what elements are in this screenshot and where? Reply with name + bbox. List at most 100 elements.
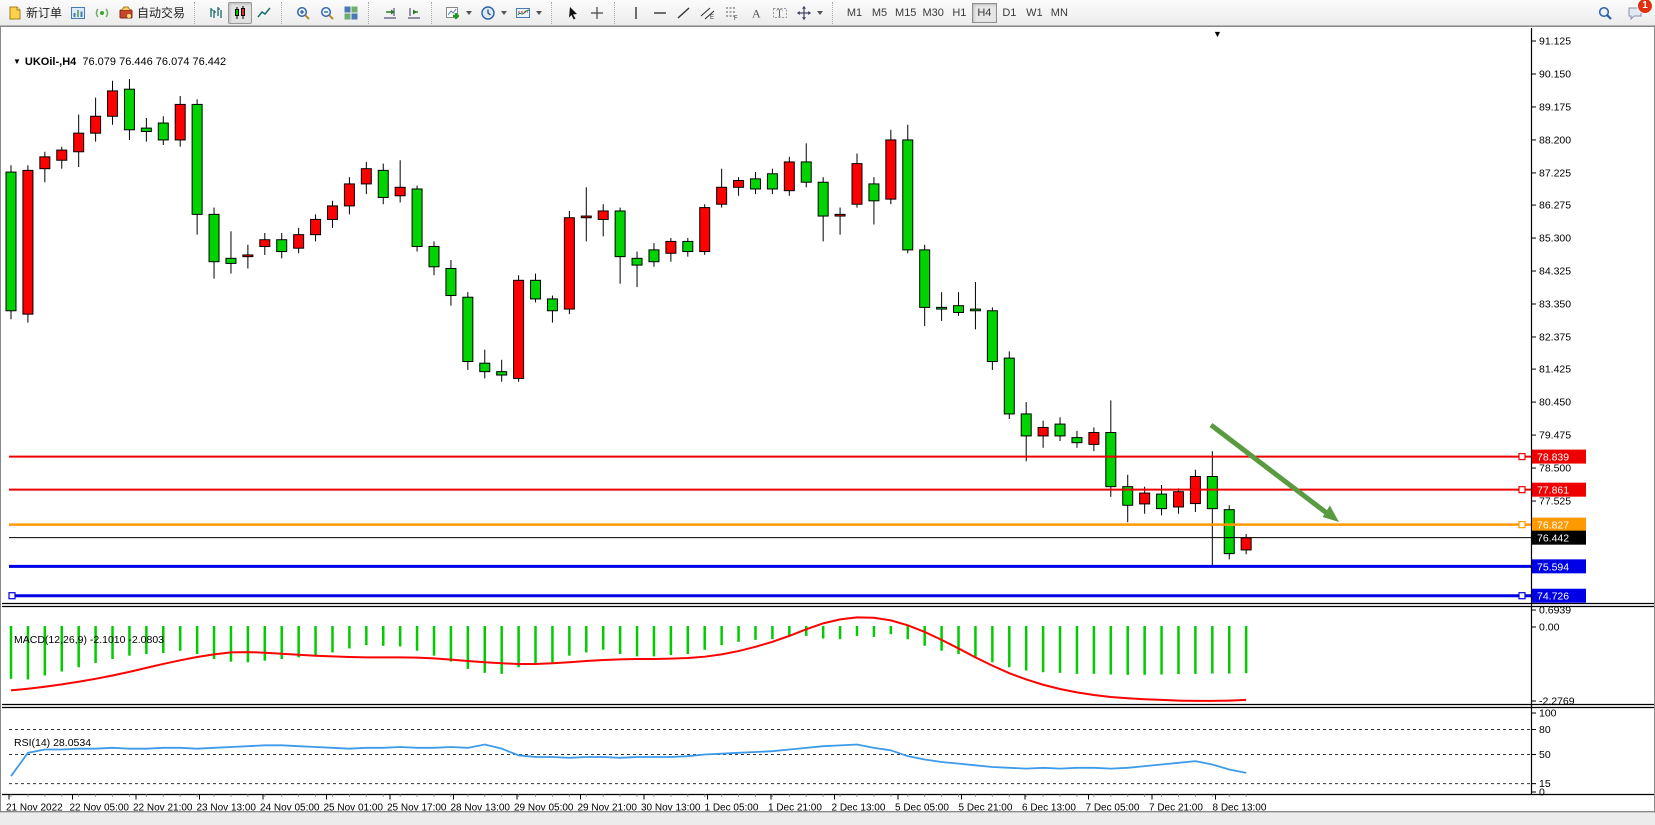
candle-body	[191, 103, 203, 215]
candle-body	[665, 240, 677, 254]
cursor-button[interactable]	[561, 2, 585, 24]
time-axis-label: 30 Nov 13:00	[641, 803, 701, 814]
candle-body	[377, 169, 389, 198]
time-axis-label: 29 Nov 05:00	[514, 803, 574, 814]
candle-body	[936, 306, 948, 310]
candle-body	[902, 139, 914, 251]
timeframe-h4-button[interactable]: H4	[971, 2, 997, 23]
signal-icon	[94, 5, 110, 21]
search-icon	[1597, 5, 1613, 21]
candle-body	[597, 210, 609, 220]
fibo-icon: F	[724, 5, 740, 21]
fibonacci-button[interactable]: F	[720, 2, 744, 24]
time-axis-label: 24 Nov 05:00	[260, 803, 320, 814]
line-chart-button[interactable]	[252, 2, 276, 24]
price-axis-tick: 85.300	[1539, 233, 1571, 245]
price-axis-tick: 89.175	[1539, 101, 1571, 113]
indicators-button[interactable]	[441, 2, 476, 24]
symbol-title: UKOil-,H4	[24, 56, 77, 68]
timeframe-mn-button[interactable]: MN	[1050, 6, 1068, 19]
time-axis-label: 6 Dec 13:00	[1022, 803, 1076, 814]
candle-body	[530, 279, 542, 300]
toolbar-separator	[368, 1, 377, 24]
timeframe-m5-button[interactable]: M5	[871, 6, 888, 19]
trendline-button[interactable]	[672, 2, 696, 24]
periods-button[interactable]	[476, 2, 511, 24]
timeframe-h1-button[interactable]: H1	[952, 6, 967, 19]
candle-body	[293, 234, 305, 249]
candle-body	[39, 156, 51, 170]
toolbar-separator	[194, 1, 203, 24]
rsi-axis-tick: 80	[1539, 724, 1551, 736]
chart-canvas[interactable]: 91.125 90.150 89.175 88.200 87.225 86.275 85.3…	[1, 27, 1655, 813]
price-axis-tick: 86.275	[1539, 200, 1571, 212]
line-handle[interactable]	[1518, 592, 1526, 600]
candle-body	[1139, 492, 1151, 505]
hline-icon	[652, 5, 668, 21]
search-button[interactable]	[1593, 2, 1617, 24]
bar-chart-button[interactable]	[204, 2, 228, 24]
timeframe-d1-button[interactable]: D1	[1002, 6, 1017, 19]
vertical-line-button[interactable]	[624, 2, 648, 24]
candle-body	[546, 298, 558, 312]
autotrade-icon	[118, 5, 134, 21]
price-tag-label: 74.726	[1537, 591, 1569, 603]
signal-button[interactable]	[90, 2, 114, 24]
new-order-button[interactable]: 新订单	[3, 2, 66, 24]
text-button[interactable]: A	[744, 2, 768, 24]
candle-body	[5, 171, 17, 312]
candle-body	[716, 186, 728, 205]
ohlc-values: 76.079 76.446 76.074 76.442	[82, 56, 227, 68]
candle-body	[242, 254, 254, 258]
candle-body	[969, 308, 981, 312]
arrows-button[interactable]	[792, 2, 827, 24]
zoom-out-button[interactable]	[315, 2, 339, 24]
candle-body	[749, 178, 761, 190]
candle-body	[174, 103, 186, 141]
candle-body	[766, 173, 778, 190]
timeframe-m30-button[interactable]: M30	[922, 6, 944, 19]
timeframe-m15-button[interactable]: M15	[895, 6, 917, 19]
text-label-button[interactable]: T	[768, 2, 792, 24]
timeframe-m1-button[interactable]: M1	[846, 6, 863, 19]
zoom-in-button[interactable]	[291, 2, 315, 24]
chevron-down-icon[interactable]	[501, 10, 508, 15]
equidistant-channel-button[interactable]: E	[696, 2, 720, 24]
candle-body	[1071, 437, 1083, 444]
autotrade-button[interactable]: 自动交易	[114, 2, 189, 24]
rsi-axis-tick: 100	[1539, 708, 1557, 720]
symbol-header[interactable]: ▼ UKOil-,H4 76.079 76.446 76.074 76.442	[13, 56, 226, 68]
chevron-down-icon[interactable]	[817, 10, 824, 15]
line-handle[interactable]	[1518, 521, 1526, 529]
time-axis-label: 7 Dec 21:00	[1149, 803, 1203, 814]
templates-button[interactable]	[511, 2, 546, 24]
price-tag-label: 77.861	[1537, 485, 1569, 497]
chart-shift-button[interactable]	[402, 2, 426, 24]
candle-body	[699, 207, 711, 253]
timeframe-w1-button[interactable]: W1	[1026, 6, 1043, 19]
chevron-down-icon[interactable]	[466, 10, 473, 15]
price-tag-76.442	[1532, 530, 1586, 545]
collapse-icon[interactable]: ▼	[13, 57, 21, 66]
trend-arrow-line[interactable]	[1209, 423, 1330, 516]
charts-window-button[interactable]	[66, 2, 90, 24]
line-handle[interactable]	[8, 592, 16, 600]
chart-window[interactable]: ▼ UKOil-,H4 76.079 76.446 76.074 76.442 M…	[0, 26, 1655, 813]
horizontal-line-button[interactable]	[648, 2, 672, 24]
time-axis-label: 8 Dec 13:00	[1213, 803, 1267, 814]
tile-windows-button[interactable]	[339, 2, 363, 24]
candle-body	[1003, 357, 1015, 415]
candle-body	[326, 205, 338, 220]
crosshair-button[interactable]	[585, 2, 609, 24]
line-handle[interactable]	[1518, 486, 1526, 494]
new-order-button-label: 新订单	[26, 6, 63, 20]
chat-button[interactable]: 1	[1623, 0, 1653, 24]
candlestick-button[interactable]	[228, 1, 253, 24]
candle-body	[157, 122, 169, 141]
chevron-down-icon[interactable]	[536, 10, 543, 15]
trend-arrow-head[interactable]	[1322, 505, 1339, 523]
line-handle[interactable]	[1518, 452, 1526, 461]
time-axis-label: 21 Nov 2022	[6, 803, 63, 814]
auto-scroll-button[interactable]	[378, 2, 402, 24]
candle-body	[648, 249, 660, 263]
